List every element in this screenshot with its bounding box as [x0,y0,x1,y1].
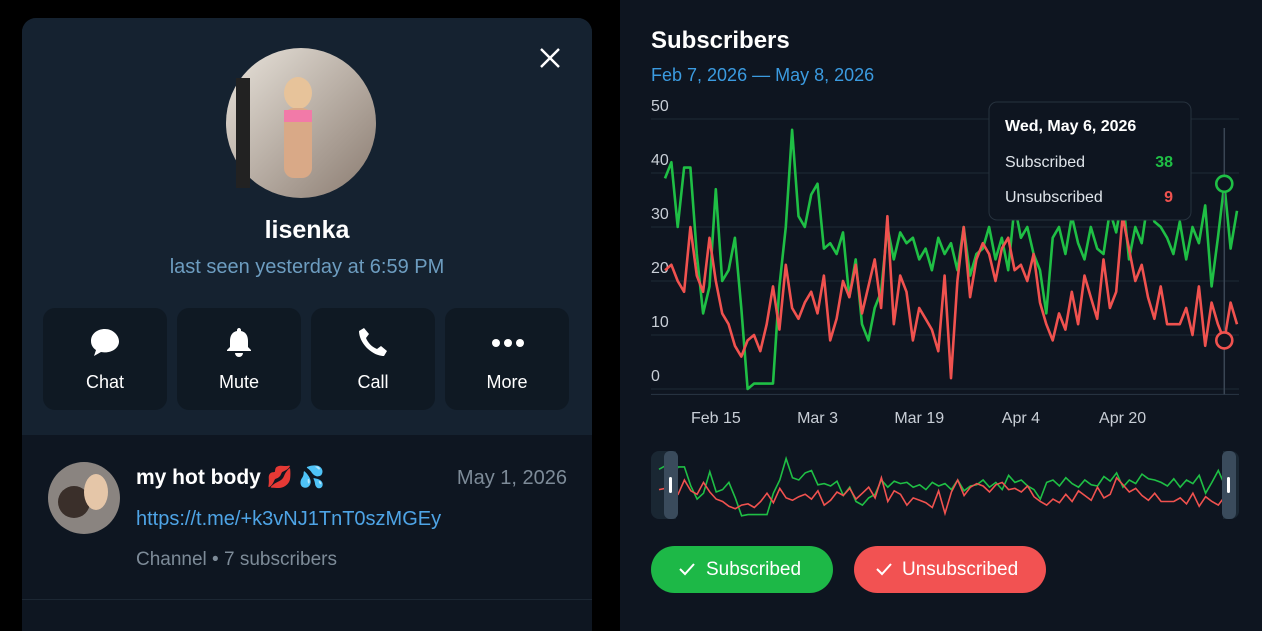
avatar[interactable] [226,48,376,198]
button-label: Chat [85,372,125,392]
x-tick-label: Feb 15 [691,410,741,427]
y-tick-label: 30 [651,206,669,223]
channel-avatar[interactable] [48,462,120,534]
divider [22,599,592,600]
profile-header: lisenka last seen yesterday at 6:59 PM C… [22,18,592,435]
legend-subscribed[interactable]: Subscribed [651,546,833,593]
button-label: Mute [218,372,260,392]
chart-subtitle: Feb 7, 2026 — May 8, 2026 [651,65,875,85]
dots-icon [492,339,524,347]
x-tick-label: Mar 19 [894,410,944,427]
y-tick-label: 20 [651,260,669,277]
x-tick-label: Apr 4 [1002,410,1040,427]
legend-label: Unsubscribed [902,559,1019,580]
tooltip-value: 38 [1155,154,1173,171]
y-tick-label: 10 [651,314,669,331]
series-line [664,214,1239,380]
check-icon [876,563,892,576]
channel-meta: Channel • 7 subscribers [136,549,337,570]
chart-title: Subscribers [651,27,790,54]
channel-title: my hot body 💋 💦 [136,466,325,489]
x-tick-label: Apr 20 [1099,410,1146,427]
chat-button[interactable]: Chat [43,308,167,410]
profile-status: last seen yesterday at 6:59 PM [169,256,445,278]
x-tick-label: Mar 3 [797,410,838,427]
navigator-window [676,451,1223,519]
hover-point [1214,331,1234,350]
tooltip-label: Unsubscribed [1005,189,1103,206]
button-label: Call [357,372,389,392]
phone-icon [359,328,387,356]
navigator-line [658,455,1232,517]
y-tick-label: 40 [651,152,669,169]
button-label: More [486,372,528,392]
tooltip-label: Subscribed [1005,154,1085,171]
close-button[interactable] [538,46,562,70]
tooltip-value: 9 [1164,189,1173,206]
y-tick-label: 0 [651,368,660,385]
mute-button[interactable]: Mute [177,308,301,410]
chat-icon [91,329,119,356]
navigator-line [658,474,1232,517]
tooltip [988,101,1192,221]
more-button[interactable]: More [445,308,569,410]
handle-grip [1227,477,1230,493]
y-tick-label: 50 [651,98,669,115]
hover-point [1214,174,1234,194]
legend-unsubscribed[interactable]: Unsubscribed [854,546,1046,593]
channel-date: May 1, 2026 [456,467,567,489]
call-button[interactable]: Call [311,308,435,410]
series-line [663,128,1239,391]
profile-panel: lisenka last seen yesterday at 6:59 PM C… [22,18,592,631]
legend-label: Subscribed [706,559,802,580]
profile-name: lisenka [264,216,350,244]
check-icon [679,563,695,576]
channel-link[interactable]: https://t.me/+k3vNJ1TnT0szMGEy [136,508,442,530]
bell-icon [227,328,251,357]
tooltip-title: Wed, May 6, 2026 [1005,118,1136,135]
handle-grip [669,477,672,493]
